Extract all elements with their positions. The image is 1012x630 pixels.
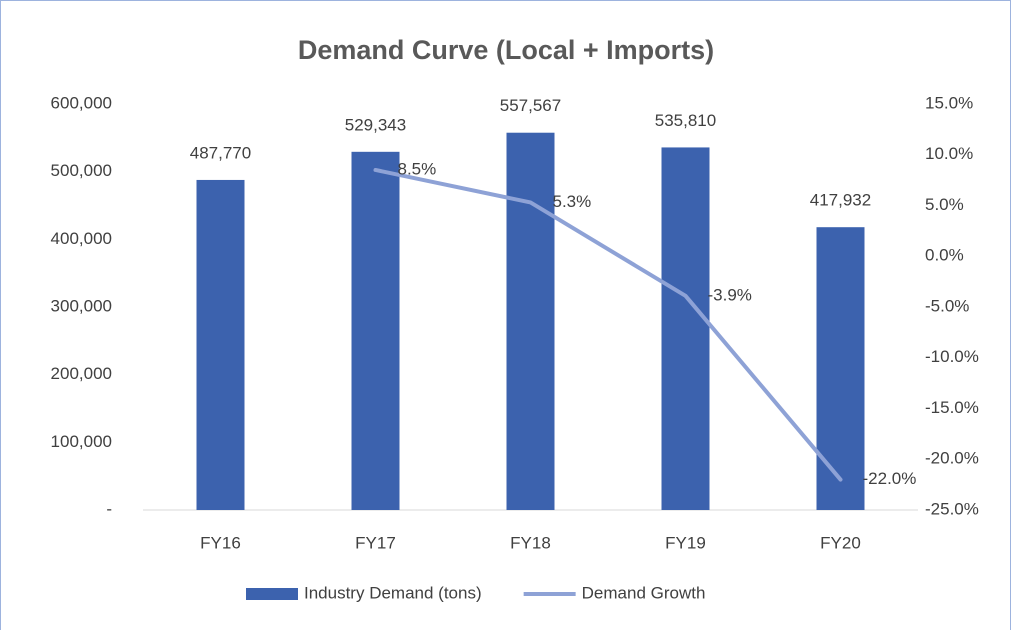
y-tick-label: 200,000 <box>51 364 112 383</box>
legend-label: Demand Growth <box>582 583 706 602</box>
y2-tick-label: -25.0% <box>925 499 979 518</box>
y2-tick-label: 15.0% <box>925 93 973 112</box>
x-tick-label: FY17 <box>355 533 396 552</box>
y2-tick-label: 5.0% <box>925 195 964 214</box>
y2-tick-label: 10.0% <box>925 144 973 163</box>
bar <box>661 147 710 510</box>
y2-tick-label: -20.0% <box>925 449 979 468</box>
data-label: -3.9% <box>708 285 752 304</box>
line <box>373 167 843 482</box>
data-label: 535,810 <box>655 111 716 130</box>
y2-tick-label: -15.0% <box>925 398 979 417</box>
y-tick-label: 600,000 <box>51 93 112 112</box>
bar <box>196 179 245 510</box>
y-tick-label: 500,000 <box>51 161 112 180</box>
y2-tick-label: -10.0% <box>925 347 979 366</box>
data-label: 557,567 <box>500 96 561 115</box>
y-tick-label: 100,000 <box>51 432 112 451</box>
y2-tick-label: -5.0% <box>925 296 969 315</box>
x-tick-label: FY20 <box>820 533 861 552</box>
y-tick-label: 400,000 <box>51 229 112 248</box>
x-tick-label: FY18 <box>510 533 551 552</box>
y-tick-label: 300,000 <box>51 296 112 315</box>
data-label: 5.3% <box>553 192 592 211</box>
chart-title: Demand Curve (Local + Imports) <box>298 35 714 65</box>
y2-tick-label: 0.0% <box>925 246 964 265</box>
x-tick-label: FY16 <box>200 533 241 552</box>
data-label: 417,932 <box>810 191 871 210</box>
bar <box>816 227 865 510</box>
bar <box>506 132 555 510</box>
bar <box>351 151 400 511</box>
data-label: -22.0% <box>863 469 917 488</box>
data-label: 487,770 <box>190 143 251 162</box>
legend-label: Industry Demand (tons) <box>304 583 482 602</box>
legend-swatch <box>246 588 298 600</box>
data-label: 529,343 <box>345 115 406 134</box>
data-label: 8.5% <box>398 159 437 178</box>
x-tick-label: FY19 <box>665 533 706 552</box>
y-tick-label: - <box>106 499 112 518</box>
